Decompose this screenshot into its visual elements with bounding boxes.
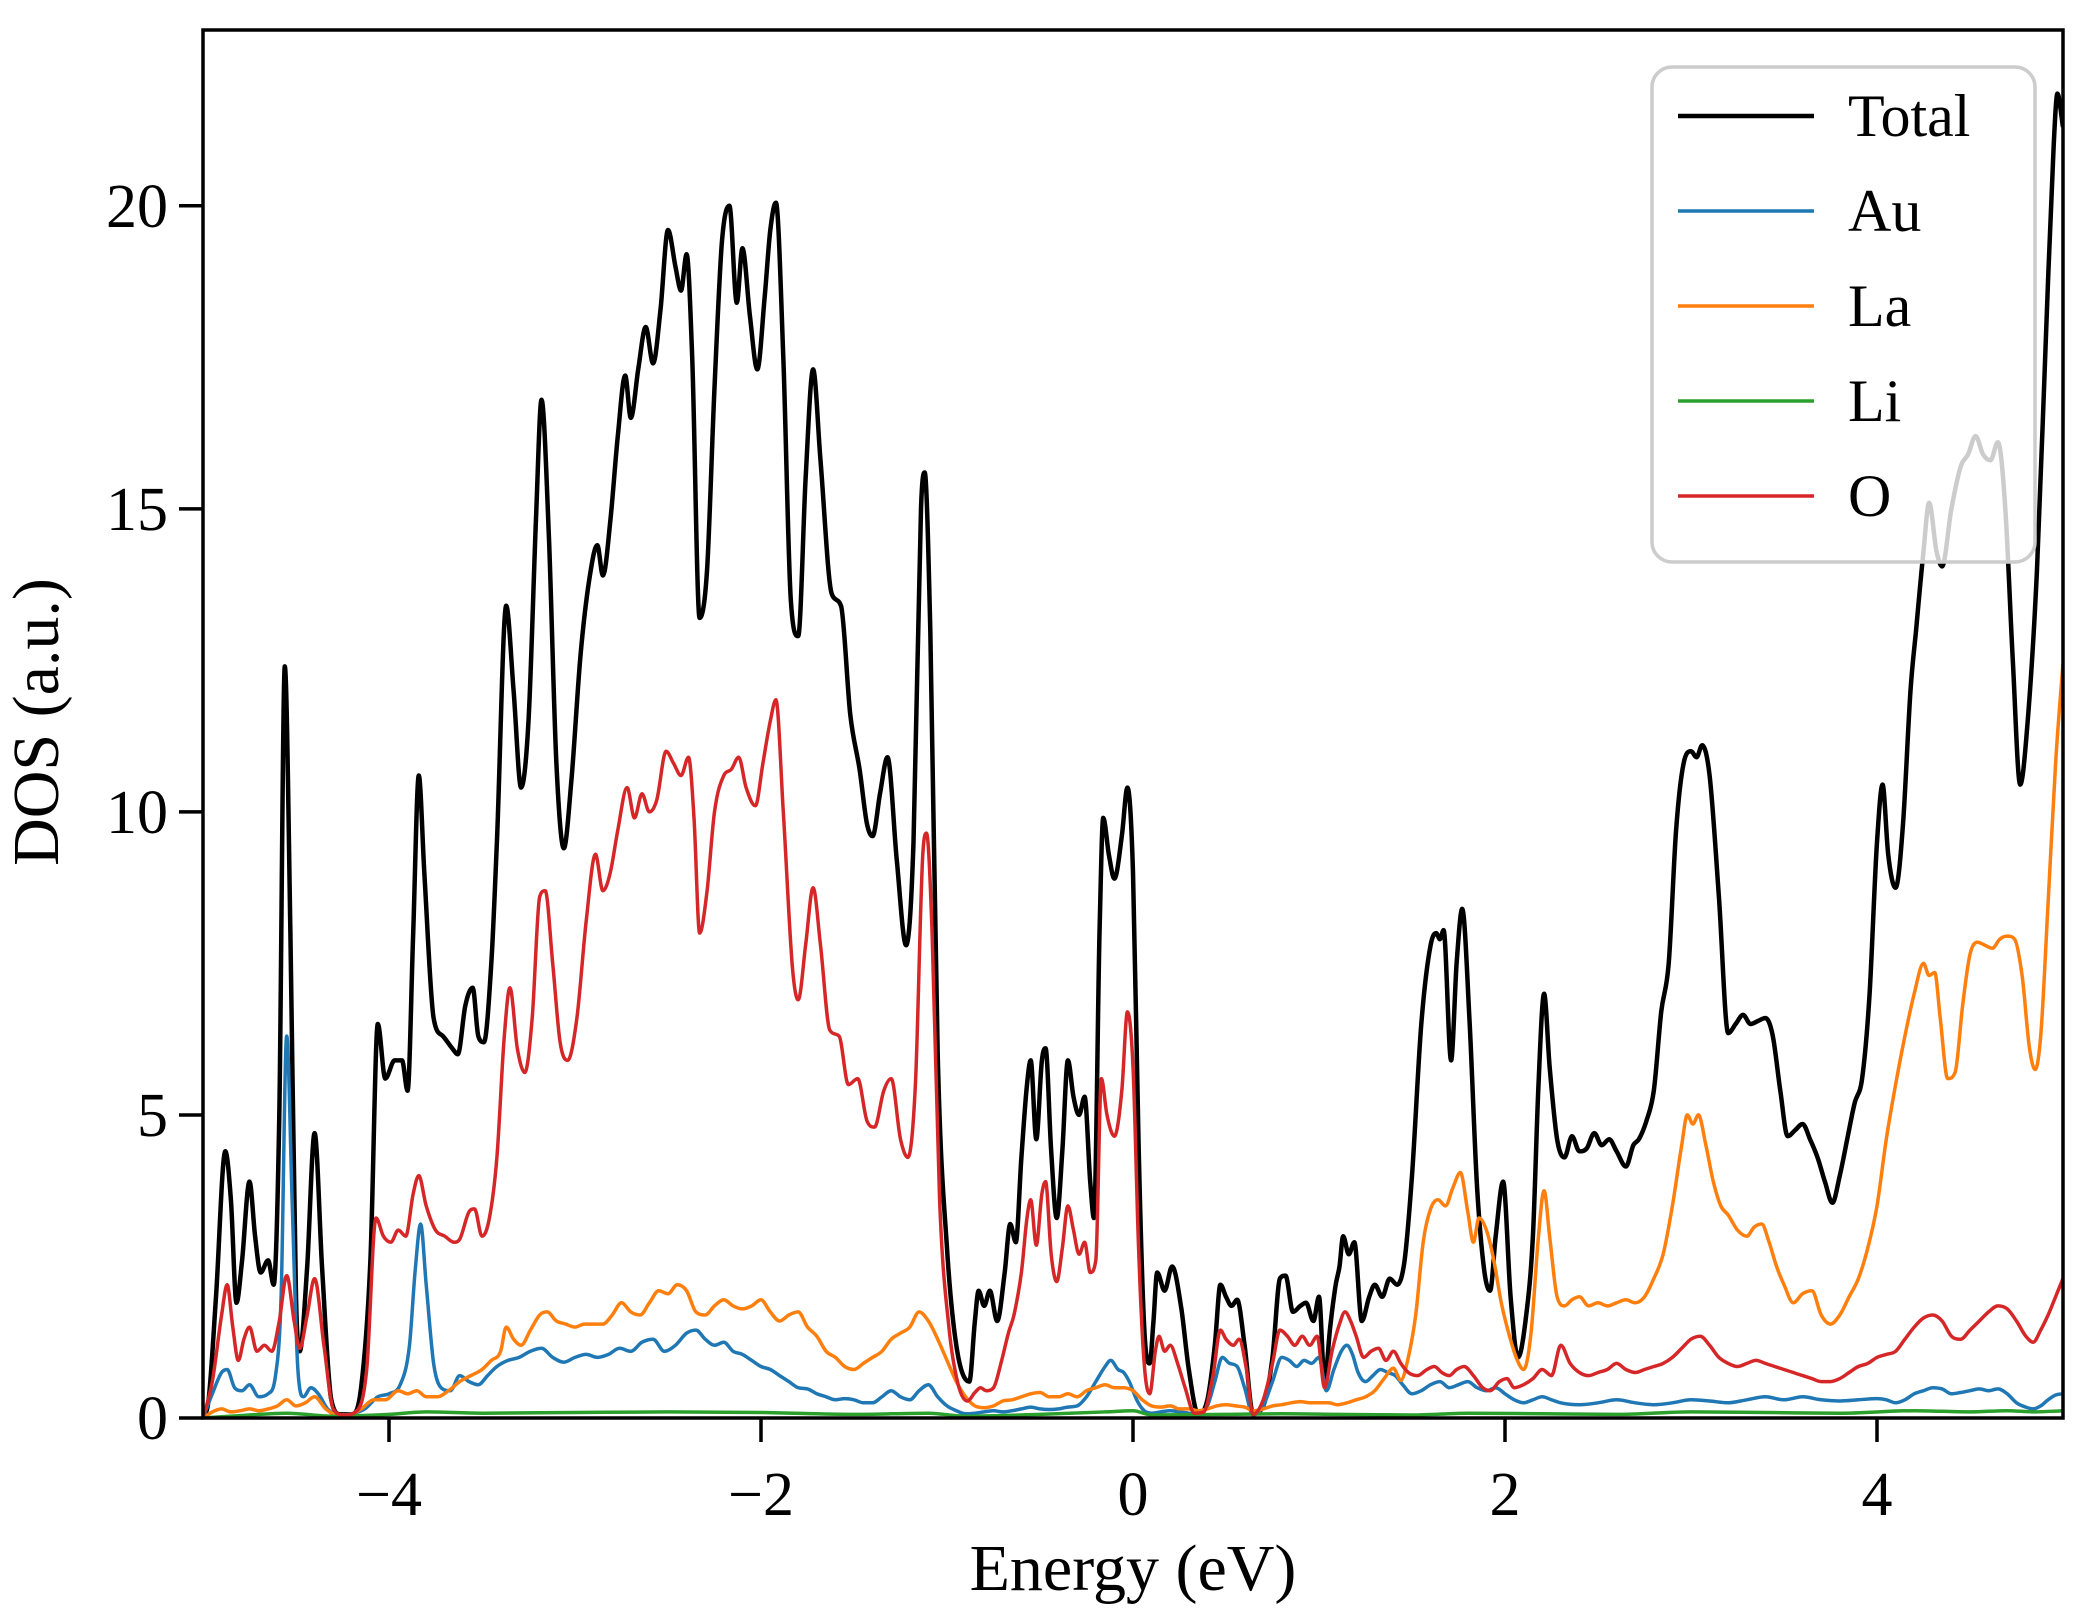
legend-label-total: Total: [1848, 83, 1970, 149]
series-line-la: [203, 663, 2063, 1418]
legend-label-li: Li: [1848, 368, 1901, 434]
legend: Total Au La Li O: [1650, 65, 2037, 564]
series-line-o: [203, 698, 2063, 1418]
y-tick-label: 20: [106, 173, 168, 241]
axes: −4 −2 0 2 4 0 5 10 15 20: [106, 28, 2065, 1529]
y-axis-label: DOS (a.u.): [0, 578, 73, 866]
y-tick-label: 0: [137, 1385, 168, 1453]
y-tick-label: 5: [137, 1082, 168, 1150]
legend-label-au: Au: [1848, 178, 1921, 244]
y-tick-label: 15: [106, 476, 168, 544]
legend-label-la: La: [1848, 273, 1911, 339]
series-line-li: [203, 1408, 2063, 1418]
legend-box: [1650, 65, 2037, 564]
series-lines: [203, 91, 2063, 1418]
legend-label-o: O: [1848, 463, 1891, 529]
x-axis-label: Energy (eV): [970, 1532, 1297, 1605]
y-tick-label: 10: [106, 779, 168, 847]
x-tick-label: 2: [1490, 1461, 1521, 1529]
x-tick-label: −2: [728, 1461, 794, 1529]
series-line-total: [203, 91, 2063, 1418]
x-tick-label: −4: [356, 1461, 422, 1529]
x-tick-label: 0: [1118, 1461, 1149, 1529]
x-tick-label: 4: [1862, 1461, 1893, 1529]
